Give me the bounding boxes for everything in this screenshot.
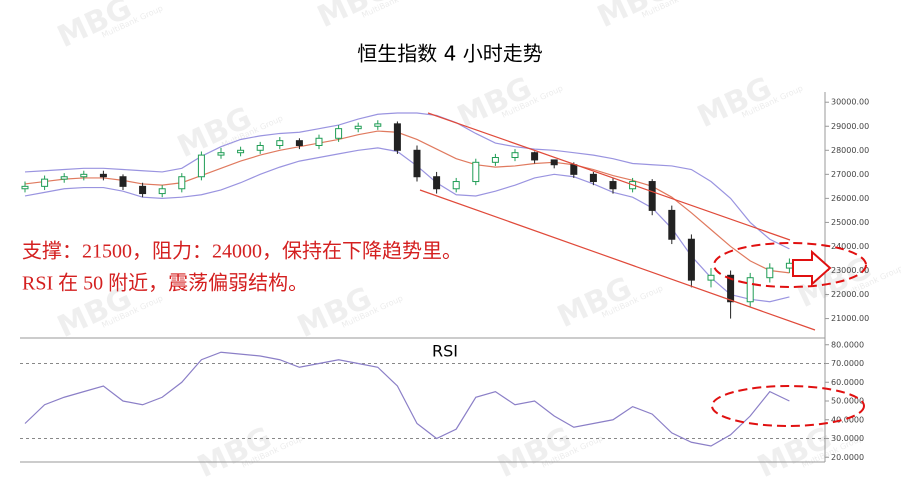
- y-tick-label: 28000.00: [831, 146, 869, 155]
- candle-body: [511, 152, 519, 159]
- candle-body: [491, 157, 499, 163]
- candle-body: [687, 238, 695, 281]
- y-tick-label: 30.0000: [831, 434, 864, 443]
- y-tick-label: 25000.00: [831, 218, 869, 227]
- candle-body: [707, 274, 715, 281]
- candle-body: [99, 173, 107, 178]
- arrow: [792, 249, 832, 287]
- rsi-line: [24, 351, 790, 447]
- candle-body: [276, 140, 284, 146]
- candle-body: [746, 277, 754, 303]
- candle-body: [158, 188, 166, 195]
- trend-line-upper: [427, 112, 791, 241]
- y-tick-label: 22000.00: [831, 290, 869, 299]
- candle-body: [570, 164, 578, 175]
- candle-body: [766, 267, 774, 279]
- candle-body: [472, 161, 480, 183]
- y-tick-label: 20.0000: [831, 453, 864, 462]
- candle-body: [197, 154, 205, 178]
- highlight-ellipse: [713, 242, 867, 288]
- bollinger-middle: [24, 130, 790, 274]
- candle-body: [80, 173, 88, 178]
- candle-body: [256, 144, 264, 151]
- y-tick-label: 80.0000: [831, 340, 864, 349]
- candle-body: [609, 181, 617, 190]
- candle-body: [119, 176, 127, 187]
- y-tick-label: 26000.00: [831, 194, 869, 203]
- candle-body: [648, 181, 656, 211]
- bollinger-lower: [24, 147, 790, 303]
- y-tick-label: 40.0000: [831, 415, 864, 424]
- rsi-title: RSI: [432, 342, 458, 361]
- y-tick-label: 24000.00: [831, 242, 869, 251]
- candle-body: [374, 123, 382, 127]
- bollinger-upper: [24, 112, 790, 250]
- chart-title: 恒生指数 4 小时走势: [357, 42, 542, 66]
- candle-body: [237, 149, 245, 154]
- plot: 21000.00 22000.00 23000.00 24000.00 25000.00…: [20, 98, 869, 462]
- candle-body: [315, 137, 323, 146]
- candle-body: [727, 274, 735, 303]
- y-tick-label: 50.0000: [831, 397, 864, 406]
- candle-body: [21, 185, 29, 190]
- candle-body: [217, 152, 225, 156]
- trend-line-lower: [419, 189, 816, 331]
- candle-body: [295, 140, 303, 146]
- rsi-highlight-ellipse: [711, 385, 865, 427]
- candle-body: [589, 173, 597, 183]
- annotation: 支撑：21500，阻力：24000，保持在下降趋势里。: [22, 240, 462, 263]
- candle-body: [668, 209, 676, 240]
- candle-body: [139, 185, 147, 195]
- candle-body: [178, 176, 186, 190]
- candle-body: [531, 152, 539, 161]
- annotation: RSI 在 50 附近，震荡偏弱结构。: [22, 272, 308, 295]
- candle-body: [785, 262, 793, 269]
- y-tick-label: 27000.00: [831, 170, 869, 179]
- candle-body: [433, 176, 441, 190]
- y-tick-label: 21000.00: [831, 314, 869, 323]
- candle-body: [41, 178, 49, 187]
- y-tick-label: 70.0000: [831, 359, 864, 368]
- y-tick-label: 23000.00: [831, 266, 869, 275]
- candle-body: [335, 128, 343, 139]
- y-tick-label: 30000.00: [831, 98, 869, 107]
- candle-body: [550, 159, 558, 166]
- candle-body: [393, 123, 401, 151]
- candle-body: [60, 176, 68, 180]
- candle-body: [413, 149, 421, 178]
- candle-body: [452, 181, 460, 190]
- y-tick-label: 29000.00: [831, 122, 869, 131]
- candle-body: [354, 125, 362, 130]
- y-tick-label: 60.0000: [831, 378, 864, 387]
